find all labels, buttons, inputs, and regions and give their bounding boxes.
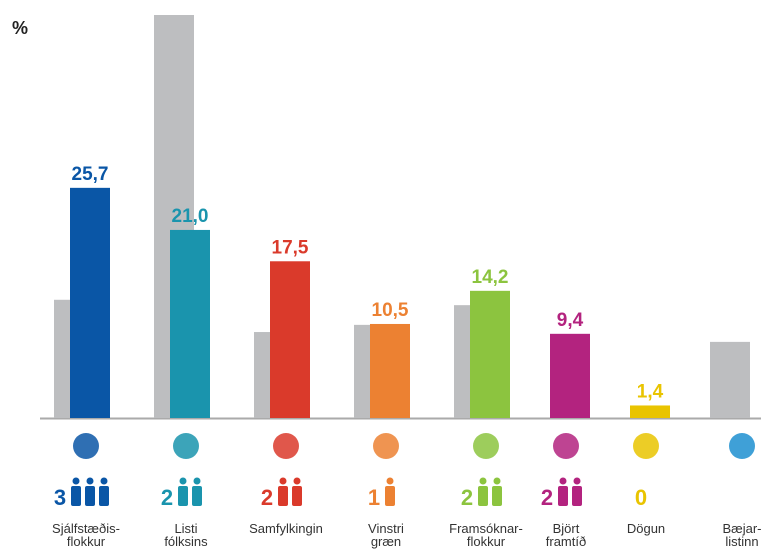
seat-icon (100, 477, 108, 485)
party-logo (729, 433, 755, 459)
seat-count: 2 (261, 485, 273, 510)
seat-icon (493, 477, 501, 485)
bar (270, 261, 310, 418)
value-label: 17,5 (272, 237, 309, 258)
party-logo (173, 433, 199, 459)
category-label: Samfylkingin (249, 521, 323, 536)
seat-icon (386, 477, 394, 485)
seat-count: 2 (541, 485, 553, 510)
seat-icon (72, 477, 80, 485)
seat-icon (385, 486, 395, 506)
party-logo (273, 433, 299, 459)
category-line: flokkur (467, 534, 506, 549)
seat-icon (179, 477, 187, 485)
party-logo (73, 433, 99, 459)
seat-icon (192, 486, 202, 506)
value-label: 1,4 (637, 381, 664, 402)
seat-icon (492, 486, 502, 506)
category-label: Vinstri græn (368, 521, 404, 549)
value-label: 25,7 (72, 164, 109, 185)
category-line: framtíð (546, 534, 586, 549)
seat-count: 2 (461, 485, 473, 510)
category-line: Vinstri (368, 521, 404, 536)
seat-icon (559, 477, 567, 485)
value-label: 14,2 (472, 267, 509, 288)
category-line: fólksins (164, 534, 208, 549)
category-label: Framsóknar-flokkur (449, 521, 523, 549)
seat-icon (292, 486, 302, 506)
category-label: Dögun (627, 521, 665, 536)
seat-count: 2 (161, 485, 173, 510)
category-line: Sjálfstæðis- (52, 521, 120, 536)
category-line: Björt (553, 521, 580, 536)
bar (70, 187, 110, 418)
seat-icon (85, 486, 95, 506)
bar (470, 290, 510, 418)
category-label: Listi fólksins (164, 521, 208, 549)
party-logo (633, 433, 659, 459)
category-line: Bæjar- (722, 521, 761, 536)
seat-icon (86, 477, 94, 485)
seat-icon (573, 477, 581, 485)
seat-icon (193, 477, 201, 485)
seat-icon (479, 477, 487, 485)
category-line: flokkur (67, 534, 106, 549)
value-label: 21,0 (172, 206, 209, 227)
party-logo (473, 433, 499, 459)
category-line: græn (371, 534, 401, 549)
party-logo (373, 433, 399, 459)
seat-icon (279, 477, 287, 485)
category-line: Listi (174, 521, 197, 536)
category-line: Framsóknar- (449, 521, 523, 536)
seat-count: 0 (635, 485, 647, 510)
bar (170, 229, 210, 418)
seat-icon (178, 486, 188, 506)
value-label: 10,5 (372, 300, 409, 321)
y-label: % (12, 18, 28, 38)
seat-icon (71, 486, 81, 506)
seat-icon (478, 486, 488, 506)
value-label: 9,4 (557, 310, 584, 331)
seat-count: 1 (368, 485, 380, 510)
seat-icon (572, 486, 582, 506)
category-line: listinn (725, 534, 758, 549)
category-label: Sjálfstæðis-flokkur (52, 521, 120, 549)
seat-count: 3 (54, 485, 66, 510)
category-label: Björt framtíð (546, 521, 586, 549)
bar (370, 323, 410, 418)
seat-icon (558, 486, 568, 506)
bar (550, 333, 590, 418)
previous-bar (710, 341, 750, 418)
category-line: Dögun (627, 521, 665, 536)
seat-icon (99, 486, 109, 506)
category-line: Samfylkingin (249, 521, 323, 536)
bar (630, 405, 670, 418)
seat-icon (278, 486, 288, 506)
seat-icon (293, 477, 301, 485)
party-logo (553, 433, 579, 459)
category-label: Bæjar-listinn (722, 521, 761, 549)
